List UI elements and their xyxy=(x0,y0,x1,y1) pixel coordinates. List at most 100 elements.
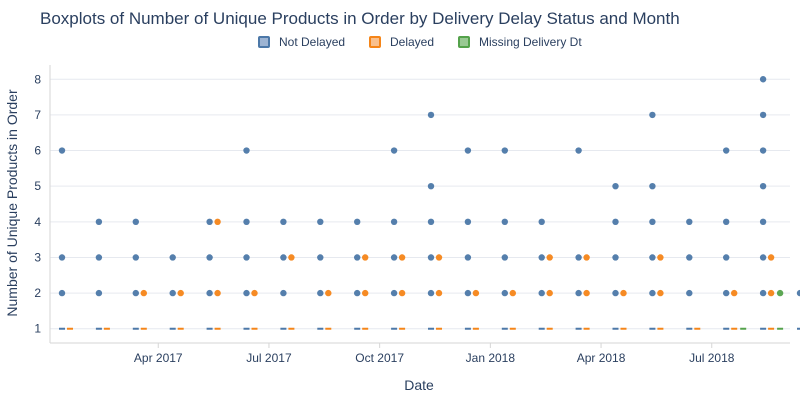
outlier-point-not-delayed xyxy=(95,289,103,297)
outlier-point-not-delayed xyxy=(243,218,250,226)
outlier-point-not-delayed xyxy=(169,254,176,261)
outlier-point-not-delayed xyxy=(243,147,250,154)
outlier-point-not-delayed xyxy=(538,254,545,261)
outlier-point-not-delayed xyxy=(354,254,361,261)
outlier-point-not-delayed xyxy=(280,218,287,226)
x-tick-label: Oct 2017 xyxy=(355,351,404,365)
x-axis-title: Date xyxy=(404,377,434,393)
x-tick-label: Jul 2018 xyxy=(689,351,735,365)
legend-item-missing-delivery-dt[interactable]: Missing Delivery Dt xyxy=(458,33,582,51)
outlier-point-delayed xyxy=(620,289,627,297)
outlier-point-not-delayed xyxy=(649,218,656,226)
outlier-point-delayed xyxy=(177,289,184,297)
outlier-point-not-delayed xyxy=(243,254,250,261)
outlier-point-delayed xyxy=(546,254,553,261)
legend-item-delayed[interactable]: Delayed xyxy=(369,33,434,51)
outlier-point-not-delayed xyxy=(390,147,398,154)
outlier-point-not-delayed xyxy=(58,147,66,154)
x-tick-labels: Apr 2017 Jul 2017 Oct 2017 Jan 2018 Apr 2018… xyxy=(134,343,735,365)
outlier-point-delayed xyxy=(214,218,221,226)
outlier-point-not-delayed xyxy=(95,254,103,261)
outlier-point-not-delayed xyxy=(723,218,730,226)
outlier-point-not-delayed xyxy=(243,289,250,297)
outlier-point-not-delayed xyxy=(612,218,619,226)
outlier-point-not-delayed xyxy=(317,218,324,226)
outlier-point-not-delayed xyxy=(759,254,767,261)
legend-label-missing-delivery-dt: Missing Delivery Dt xyxy=(479,35,582,49)
outlier-point-not-delayed xyxy=(759,76,767,83)
outlier-point-not-delayed xyxy=(390,254,398,261)
outlier-point-missing-delivery-dt xyxy=(776,289,784,297)
outlier-point-not-delayed xyxy=(390,218,398,226)
outlier-point-not-delayed xyxy=(58,254,66,261)
outlier-point-not-delayed xyxy=(649,289,656,297)
outlier-point-not-delayed xyxy=(649,182,656,190)
outlier-point-not-delayed xyxy=(723,289,730,297)
outlier-point-delayed xyxy=(214,289,221,297)
outlier-point-not-delayed xyxy=(132,254,139,261)
outlier-point-not-delayed xyxy=(575,254,582,261)
outlier-point-not-delayed xyxy=(169,289,176,297)
chart-title: Boxplots of Number of Unique Products in… xyxy=(40,9,680,28)
outlier-point-not-delayed xyxy=(649,111,656,119)
outlier-point-not-delayed xyxy=(759,182,767,190)
outlier-point-not-delayed xyxy=(132,218,139,226)
outlier-point-delayed xyxy=(767,289,775,297)
chart-marks xyxy=(58,76,800,330)
x-tick-label: Apr 2017 xyxy=(134,351,183,365)
y-tick-label: 5 xyxy=(34,179,41,193)
outlier-point-not-delayed xyxy=(427,111,435,119)
legend: Not Delayed Delayed Missing Delivery Dt xyxy=(0,33,800,51)
y-tick-label: 7 xyxy=(34,108,41,122)
outlier-point-delayed xyxy=(767,254,775,261)
outlier-point-delayed xyxy=(731,289,738,297)
outlier-point-delayed xyxy=(583,289,590,297)
outlier-point-delayed xyxy=(398,289,406,297)
legend-label-delayed: Delayed xyxy=(390,35,435,49)
outlier-point-delayed xyxy=(509,289,516,297)
outlier-point-delayed xyxy=(657,289,664,297)
grid-lines xyxy=(50,78,790,330)
y-tick-label: 6 xyxy=(34,144,41,158)
outlier-point-not-delayed xyxy=(464,218,472,226)
y-tick-label: 4 xyxy=(34,215,41,229)
x-tick-label: Jul 2017 xyxy=(246,351,292,365)
outlier-point-not-delayed xyxy=(501,218,508,226)
outlier-point-not-delayed xyxy=(759,218,767,226)
outlier-point-not-delayed xyxy=(538,218,545,226)
outlier-point-not-delayed xyxy=(464,147,472,154)
outlier-point-not-delayed xyxy=(612,254,619,261)
outlier-point-not-delayed xyxy=(686,218,693,226)
outlier-point-delayed xyxy=(472,289,480,297)
outlier-point-not-delayed xyxy=(464,289,472,297)
outlier-point-not-delayed xyxy=(686,289,693,297)
outlier-point-not-delayed xyxy=(501,147,508,154)
outlier-point-not-delayed xyxy=(280,289,287,297)
outlier-point-delayed xyxy=(325,289,332,297)
outlier-point-delayed xyxy=(251,289,258,297)
outlier-point-not-delayed xyxy=(280,254,287,261)
legend-item-not-delayed[interactable]: Not Delayed xyxy=(258,33,345,51)
outlier-point-not-delayed xyxy=(723,254,730,261)
y-tick-label: 1 xyxy=(34,322,41,336)
outlier-point-not-delayed xyxy=(686,254,693,261)
outlier-point-delayed xyxy=(288,254,295,261)
outlier-point-not-delayed xyxy=(317,289,324,297)
outlier-point-not-delayed xyxy=(427,254,435,261)
outlier-point-not-delayed xyxy=(427,289,435,297)
outlier-point-not-delayed xyxy=(427,182,435,190)
outlier-point-not-delayed xyxy=(501,289,508,297)
outlier-point-not-delayed xyxy=(759,147,767,154)
y-tick-label: 3 xyxy=(34,250,41,264)
y-axis-title: Number of Unique Products in Order xyxy=(4,89,20,317)
outlier-point-not-delayed xyxy=(612,182,619,190)
outlier-point-delayed xyxy=(362,254,369,261)
outlier-point-not-delayed xyxy=(612,289,619,297)
outlier-point-not-delayed xyxy=(501,254,508,261)
outlier-point-not-delayed xyxy=(427,218,435,226)
outlier-point-delayed xyxy=(398,254,406,261)
outlier-point-not-delayed xyxy=(759,289,767,297)
legend-swatch-missing-delivery-dt xyxy=(458,36,470,48)
outlier-point-not-delayed xyxy=(95,218,103,226)
outlier-point-delayed xyxy=(583,254,590,261)
